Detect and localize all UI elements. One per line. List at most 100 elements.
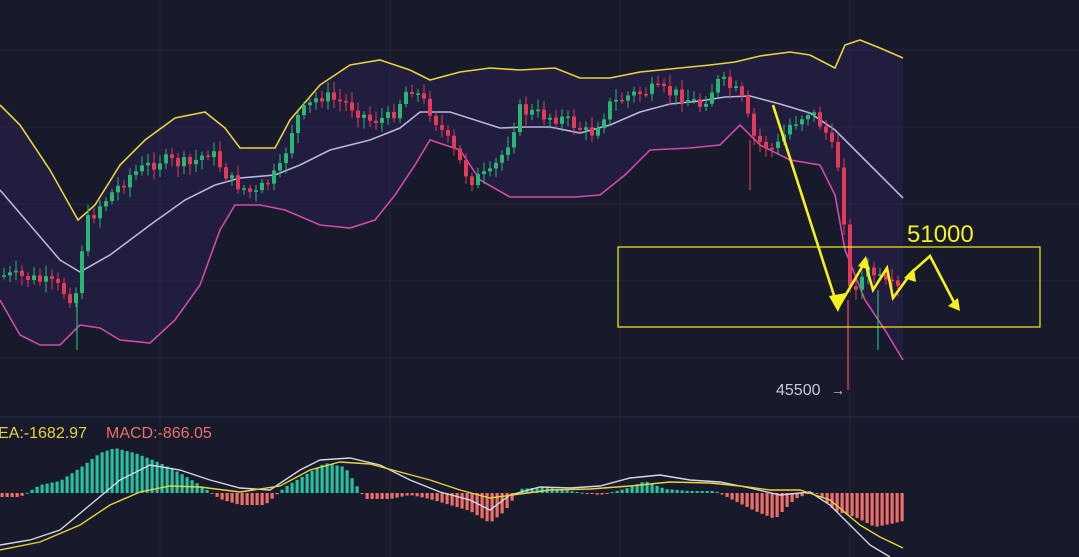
candle-body: [848, 224, 852, 287]
candle-body: [872, 267, 876, 276]
candle-body: [332, 92, 336, 100]
candle-body: [614, 99, 618, 102]
candle-body: [86, 215, 90, 252]
macd-bar: [75, 469, 79, 493]
candle-body: [752, 113, 756, 136]
macd-bar: [355, 486, 359, 493]
macd-bar: [895, 493, 899, 523]
macd-bar: [625, 488, 629, 493]
macd-bar: [395, 493, 399, 498]
candle-body: [92, 215, 96, 219]
macd-bar: [835, 493, 839, 512]
candle-body: [140, 165, 144, 172]
candle-body: [668, 86, 672, 96]
macd-bar: [570, 491, 574, 493]
macd-bar: [0, 493, 4, 497]
candle-body: [20, 270, 24, 276]
macd-bar: [140, 455, 144, 493]
macd-bar: [540, 487, 544, 493]
macd-bar: [745, 493, 749, 507]
candle-body: [230, 175, 234, 179]
candle-body: [26, 276, 30, 281]
candle-body: [104, 201, 108, 207]
candle-body: [158, 163, 162, 170]
macd-panel: EA:-1682.97 MACD:-866.05: [0, 425, 904, 557]
candle-body: [896, 280, 900, 286]
macd-bar: [680, 490, 684, 493]
candle-body: [296, 115, 300, 133]
candle-body: [476, 174, 480, 186]
candle-body: [368, 114, 372, 121]
candle-body: [728, 76, 732, 88]
macd-bar: [430, 493, 434, 500]
candle-body: [236, 175, 240, 190]
macd-bar: [735, 493, 739, 502]
macd-bar: [350, 478, 354, 493]
macd-bar: [330, 464, 334, 493]
candle-body: [806, 115, 810, 120]
macd-bar: [180, 474, 184, 493]
macd-bar: [635, 484, 639, 493]
candle-body: [440, 125, 444, 130]
macd-bar: [660, 487, 664, 493]
candle-body: [194, 159, 198, 165]
candle-body: [428, 98, 432, 116]
macd-bar: [55, 481, 59, 493]
macd-bar: [365, 493, 369, 499]
candle-body: [530, 109, 534, 115]
macd-bar: [445, 493, 449, 505]
candle-body: [44, 276, 48, 282]
macd-bar: [400, 493, 404, 497]
candle-body: [536, 109, 540, 112]
macd-bar: [780, 493, 784, 512]
macd-bar: [125, 451, 129, 493]
macd-bar: [790, 493, 794, 502]
candle-body: [308, 102, 312, 106]
macd-bar: [815, 493, 819, 494]
macd-bar: [340, 466, 344, 493]
candle-body: [674, 89, 678, 96]
candle-body: [800, 119, 804, 125]
macd-bar: [600, 493, 604, 495]
candle-body: [404, 92, 408, 104]
candle-body: [608, 101, 612, 120]
macd-bar: [465, 493, 469, 511]
candle-body: [596, 128, 600, 136]
macd-bar: [130, 452, 134, 494]
candle-body: [764, 141, 768, 148]
macd-bar: [240, 493, 244, 505]
macd-bar: [150, 459, 154, 493]
candle-body: [188, 157, 192, 165]
macd-bar: [590, 493, 594, 494]
candle-body: [716, 78, 720, 93]
candle-body: [560, 116, 564, 124]
candle-body: [644, 94, 648, 96]
macd-bar: [270, 493, 274, 499]
candle-body: [14, 270, 18, 273]
macd-bar: [825, 493, 829, 503]
macd-bar: [755, 493, 759, 512]
macd-bar: [610, 492, 614, 494]
macd-bar: [640, 482, 644, 493]
candle-body: [734, 86, 738, 88]
annotation-group: 51000 45500 →: [617, 104, 1041, 399]
candle-body: [152, 162, 156, 170]
candle-body: [698, 99, 702, 107]
candle-body: [362, 114, 366, 118]
macd-bar: [95, 455, 99, 494]
candle-body: [32, 275, 36, 280]
candle-body: [488, 168, 492, 172]
candle-body: [350, 102, 354, 111]
macd-bar: [420, 493, 424, 498]
candle-body: [146, 162, 150, 166]
candle-body: [38, 275, 42, 282]
dea-readout: EA:-1682.97: [0, 425, 87, 442]
candle-body: [212, 151, 216, 158]
macd-bar: [210, 493, 214, 494]
macd-bar: [585, 493, 589, 494]
candle-body: [788, 124, 792, 135]
macd-bar: [775, 493, 779, 517]
macd-bar: [890, 493, 894, 524]
candle-body: [680, 89, 684, 103]
